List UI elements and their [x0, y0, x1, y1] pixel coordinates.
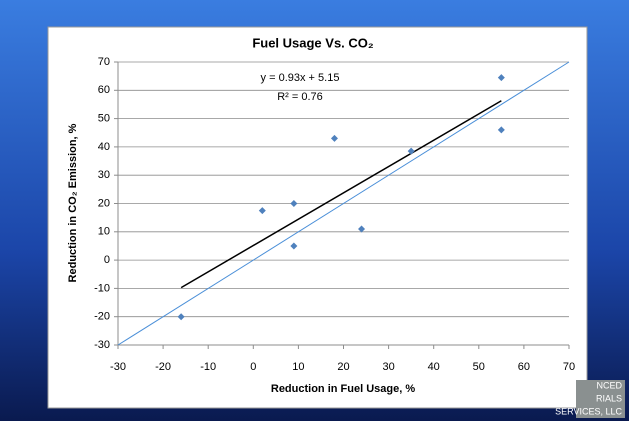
- y-tick-label: 40: [98, 141, 110, 153]
- y-tick-label: 30: [98, 169, 110, 181]
- r-squared: R² = 0.76: [277, 91, 323, 103]
- data-point: [407, 147, 415, 155]
- trendline-equation: y = 0.93x + 5.15: [261, 72, 340, 84]
- x-tick-label: 20: [337, 361, 349, 373]
- data-point: [358, 225, 366, 233]
- x-tick-label: 60: [518, 361, 530, 373]
- chart-title: Fuel Usage Vs. CO₂: [252, 35, 374, 50]
- trendline: [180, 100, 502, 289]
- data-point: [290, 242, 298, 250]
- logo-text: NCED: [596, 380, 622, 390]
- y-tick-label: 0: [104, 254, 110, 266]
- data-point: [330, 134, 338, 142]
- y-tick-label: 60: [98, 84, 110, 96]
- reference-line: [117, 61, 570, 346]
- data-point: [177, 313, 185, 321]
- x-tick-label: 70: [563, 361, 575, 373]
- y-tick-label: 50: [98, 113, 110, 125]
- y-tick-label: -20: [94, 311, 110, 323]
- x-axis-title: Reduction in Fuel Usage, %: [271, 383, 415, 395]
- x-tick-label: 30: [382, 361, 394, 373]
- data-point: [290, 200, 298, 207]
- x-tick-label: -10: [200, 361, 216, 373]
- x-tick-label: -30: [110, 361, 126, 373]
- data-point: [497, 126, 505, 134]
- x-tick-label: 0: [250, 361, 256, 373]
- y-tick-label: 20: [98, 197, 110, 209]
- x-tick-label: 50: [473, 361, 485, 373]
- logo-patch: [576, 380, 625, 418]
- y-axis-title: Reduction in CO₂ Emission, %: [67, 123, 79, 282]
- y-tick-label: 70: [98, 56, 110, 68]
- chart-area: [47, 26, 588, 409]
- y-tick-label: 10: [98, 226, 110, 238]
- data-point: [258, 207, 266, 215]
- data-point: [497, 74, 505, 82]
- logo-text: SERVICES, LLC: [555, 406, 622, 416]
- logo-text: RIALS: [596, 393, 622, 403]
- x-tick-label: -20: [155, 361, 171, 373]
- y-tick-label: -30: [94, 339, 110, 351]
- y-tick-label: -10: [94, 282, 110, 294]
- x-tick-label: 40: [428, 361, 440, 373]
- x-tick-label: 10: [292, 361, 304, 373]
